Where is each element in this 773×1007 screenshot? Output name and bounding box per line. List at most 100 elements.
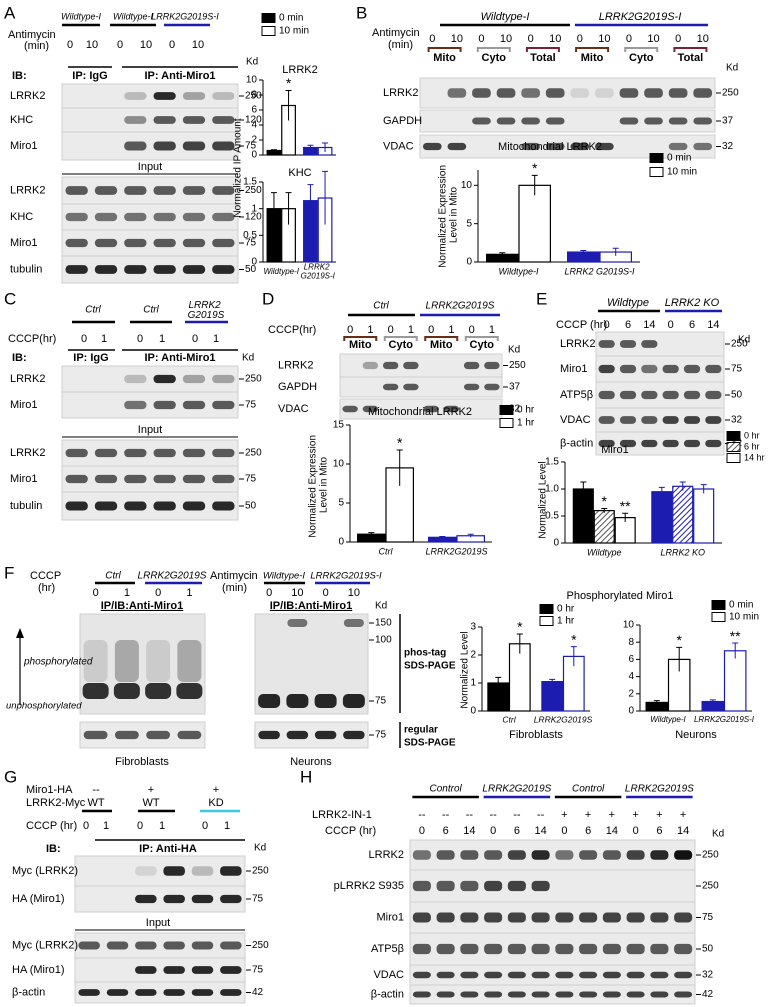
y-tick-label: 10 [623,620,635,631]
band [662,364,679,374]
condition-value: + [148,784,154,796]
fraction-bracket [383,336,418,341]
lane-label: 0 [633,825,639,837]
legend-label: 14 hr [744,452,765,462]
row-label: KHC [10,114,33,126]
marker-label: 75 [702,912,714,923]
band [182,400,206,410]
band [212,448,235,458]
band [570,142,590,151]
band [436,943,455,955]
y-tick-label: 1.5 [243,177,257,188]
band [595,142,614,151]
lane-label: 1 [101,333,107,345]
x-axis-label: Fibroblasts [509,729,563,741]
marker-label: 120 [245,212,262,223]
band [598,340,615,348]
bar [508,643,531,712]
band [83,730,108,740]
group-label: LRRK2G2019S [426,301,495,312]
marker-label: 75 [245,238,257,249]
band [545,88,565,98]
lane-label: 10 [348,587,360,599]
band [447,88,467,98]
x-tick-label: LRRK2 G2019S-I [301,263,336,281]
band [83,640,108,682]
row-label: GAPDH [383,115,422,127]
band [472,117,491,125]
lane-label: 0 [419,825,425,837]
ip-label: IP: IgG [72,70,107,82]
blot-strip [61,365,239,393]
marker-label: 250 [702,850,719,861]
band [579,850,598,860]
band [314,730,337,740]
band [212,238,235,248]
panel-letter: H [300,767,312,786]
kd-label: Kd [712,829,724,840]
error-bar [322,142,329,152]
band [212,141,235,151]
x-axis-label: Neurons [675,729,717,741]
blot-strip [409,839,696,871]
row-label: Miro1 [10,140,38,152]
band [191,989,214,996]
band [182,265,206,274]
fraction-bracket [575,47,610,52]
band [145,683,172,699]
lane-label: 0 [675,33,681,45]
band [163,966,185,974]
band [362,361,379,370]
row-label: Miro1 [10,399,38,411]
lane-label: 0 [67,39,73,51]
treatment-label: CCCP (hr) [556,319,607,331]
y-tick-label: 0 [628,706,634,717]
band [286,730,309,740]
panel-letter: C [4,289,16,308]
lane-label: 0 [429,33,435,45]
band [531,991,550,998]
fraction-bracket [525,47,560,52]
band [555,943,574,955]
marker-label: 50 [245,264,257,275]
x-tick-label: Wildtype [587,547,621,557]
lane-label: 1 [159,820,165,832]
blot-strip [61,107,239,133]
lane-label: 0 [137,333,143,345]
band [484,880,503,892]
marker-label: 75 [245,474,257,485]
x-tick-label: LRRK2 KO [660,547,705,557]
lane-label: -- [489,809,497,821]
band [212,186,235,195]
band [124,474,147,484]
lane-label: -- [466,809,474,821]
row-label: LRRK2 [10,90,45,102]
input-label: Input [146,917,170,929]
band [124,116,147,124]
group-label: Ctrl [105,571,121,582]
band [412,850,431,860]
band [674,971,693,979]
y-tick-label: 1.5 [545,457,559,468]
fraction-bracket [476,47,511,52]
marker-label: 250 [252,940,269,951]
significance: * [571,631,577,647]
chart-title: Mitochondrial LRRK2 [368,406,472,418]
band [176,683,203,699]
y-tick-label: 0 [466,257,472,268]
lane-label: + [632,809,638,821]
blot-strip [595,407,725,433]
blot-strip [61,439,239,467]
phospho-label: unphosphorylated [6,701,82,712]
marker-label: 120 [245,115,262,126]
y-tick-label: 10 [461,180,473,191]
error-bar [467,533,474,538]
caption: Fibroblasts [115,756,169,768]
error-bar [580,250,587,254]
error-bar [495,676,502,689]
lane-label: 0 [469,324,475,336]
band [182,374,206,384]
legend-swatch [499,418,514,428]
band [412,912,431,923]
